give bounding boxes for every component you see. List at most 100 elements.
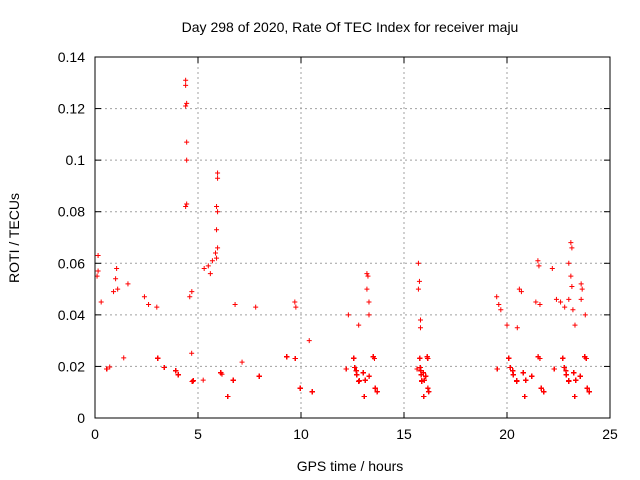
data-point-peak [415, 286, 421, 292]
data-point-peak [579, 286, 585, 292]
data-point [420, 370, 426, 376]
data-point-peak [516, 286, 522, 292]
data-point [354, 372, 360, 378]
data-point-peak [95, 268, 101, 274]
data-point-peak [569, 245, 575, 251]
data-point [584, 385, 590, 391]
data-point [560, 355, 566, 361]
data-point [175, 372, 181, 378]
data-point [230, 377, 236, 383]
data-point-peak [184, 100, 190, 106]
data-point-peak [207, 271, 213, 277]
data-point [537, 356, 543, 362]
data-point-peak [364, 286, 370, 292]
data-point-peak [215, 245, 221, 251]
data-point [173, 368, 179, 374]
data-point [256, 373, 262, 379]
data-point [563, 372, 569, 378]
data-point-peak [183, 103, 189, 109]
x-axis-label: GPS time / hours [297, 458, 404, 474]
data-point-peak [184, 139, 190, 145]
data-point-peak [518, 289, 524, 295]
data-point-peak [214, 204, 220, 210]
data-point [284, 354, 290, 360]
data-point [551, 366, 557, 372]
data-point [425, 356, 431, 362]
data-point-peak [572, 322, 578, 328]
data-point-peak [498, 307, 504, 313]
data-point-peak [154, 304, 160, 310]
data-point-peak [215, 170, 221, 176]
data-point-peak [364, 271, 370, 277]
data-point [572, 394, 578, 400]
data-point-peak [187, 294, 193, 300]
data-point [494, 366, 500, 372]
data-point-peak [356, 322, 362, 328]
data-point-peak [558, 299, 564, 305]
data-point [225, 394, 231, 400]
data-point [104, 366, 110, 372]
data-point-peak [533, 299, 539, 305]
y-tick-label: 0.04 [58, 307, 85, 323]
data-point [361, 394, 367, 400]
data-point [417, 365, 423, 371]
data-point [573, 377, 579, 383]
y-tick-label: 0.1 [66, 152, 86, 168]
data-point-peak [125, 281, 131, 287]
data-point-peak [566, 260, 572, 266]
data-point-peak [569, 283, 575, 289]
data-point [343, 366, 349, 372]
data-point [239, 359, 245, 365]
data-point [362, 377, 368, 383]
data-point-peak [306, 338, 312, 344]
data-point-peak [578, 281, 584, 287]
data-point-peak [189, 289, 195, 295]
y-tick-label: 0 [77, 410, 85, 426]
data-point-peak [535, 258, 541, 264]
x-tick-label: 25 [602, 426, 618, 442]
data-point-peak [345, 312, 351, 318]
data-point-peak [549, 265, 555, 271]
grid-lines [95, 57, 610, 418]
data-point [561, 365, 567, 371]
data-point [507, 365, 513, 371]
data-point-peak [141, 294, 147, 300]
data-point [107, 364, 113, 370]
data-point [190, 378, 196, 384]
data-point [529, 373, 535, 379]
data-point-peak [205, 263, 211, 269]
data-point [514, 378, 520, 384]
data-point [292, 356, 298, 362]
data-point-peak [570, 307, 576, 313]
data-point [426, 389, 432, 395]
data-point [538, 385, 544, 391]
x-tick-label: 0 [91, 426, 99, 442]
data-point-peak [504, 322, 510, 328]
data-point [155, 355, 161, 361]
plot-frame [94, 56, 611, 419]
data-point [583, 356, 589, 362]
data-point [421, 394, 427, 400]
data-point-peak [201, 265, 207, 271]
data-point [161, 365, 167, 371]
data-point-peak [417, 325, 423, 331]
data-point-peak [98, 299, 104, 305]
data-point-peak [496, 302, 502, 308]
data-point-peak [568, 240, 574, 246]
data-point-peak [114, 265, 120, 271]
data-point [371, 356, 377, 362]
data-point [189, 378, 195, 384]
data-point-peak [562, 304, 568, 310]
y-tick-label: 0.06 [58, 255, 85, 271]
data-point [189, 350, 195, 356]
data-point-peak [214, 227, 220, 233]
data-point [356, 378, 362, 384]
data-points [94, 77, 592, 400]
data-point-peak [553, 296, 559, 302]
data-point-peak [215, 209, 221, 215]
chart-title: Day 298 of 2020, Rate Of TEC Index for r… [182, 19, 519, 35]
data-point [414, 366, 420, 372]
data-point [417, 355, 423, 361]
data-point [218, 370, 224, 376]
